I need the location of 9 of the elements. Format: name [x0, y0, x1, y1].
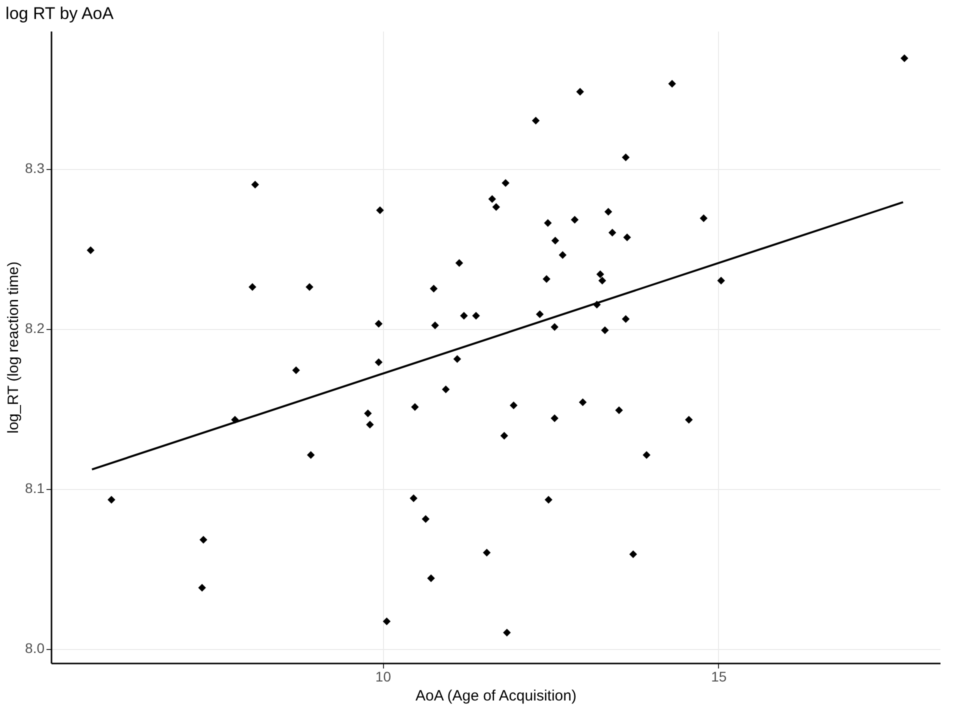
y-axis-title: log_RT (log reaction time): [5, 261, 22, 434]
y-tick-label: 8.2: [25, 320, 45, 336]
x-axis-title: AoA (Age of Acquisition): [416, 688, 576, 704]
y-tick-label: 8.0: [25, 640, 45, 656]
y-tick-label: 8.3: [25, 160, 45, 176]
chart-title: log RT by AoA: [6, 4, 114, 23]
x-tick-label: 10: [375, 668, 392, 684]
y-tick-label: 8.1: [25, 480, 45, 496]
x-tick-label: 15: [711, 668, 727, 684]
